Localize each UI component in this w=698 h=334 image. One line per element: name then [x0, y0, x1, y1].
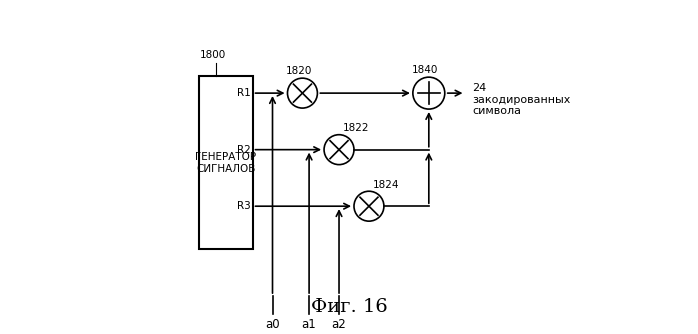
Text: 1800: 1800 — [200, 50, 225, 60]
Text: R3: R3 — [237, 201, 251, 211]
Text: 1820: 1820 — [286, 66, 312, 76]
Text: R1: R1 — [237, 88, 251, 98]
Text: a1: a1 — [302, 318, 316, 331]
Text: 1824: 1824 — [372, 180, 399, 190]
Text: 1822: 1822 — [343, 123, 369, 133]
Text: 1840: 1840 — [413, 65, 438, 75]
Text: a0: a0 — [265, 318, 280, 331]
Text: R2: R2 — [237, 145, 251, 155]
Text: Фиг. 16: Фиг. 16 — [311, 298, 387, 316]
Text: 24
закодированных
символа: 24 закодированных символа — [472, 83, 570, 116]
FancyBboxPatch shape — [200, 76, 253, 249]
Text: a2: a2 — [332, 318, 346, 331]
Text: ГЕНЕРАТОР
СИГНАЛОВ: ГЕНЕРАТОР СИГНАЛОВ — [195, 152, 256, 174]
